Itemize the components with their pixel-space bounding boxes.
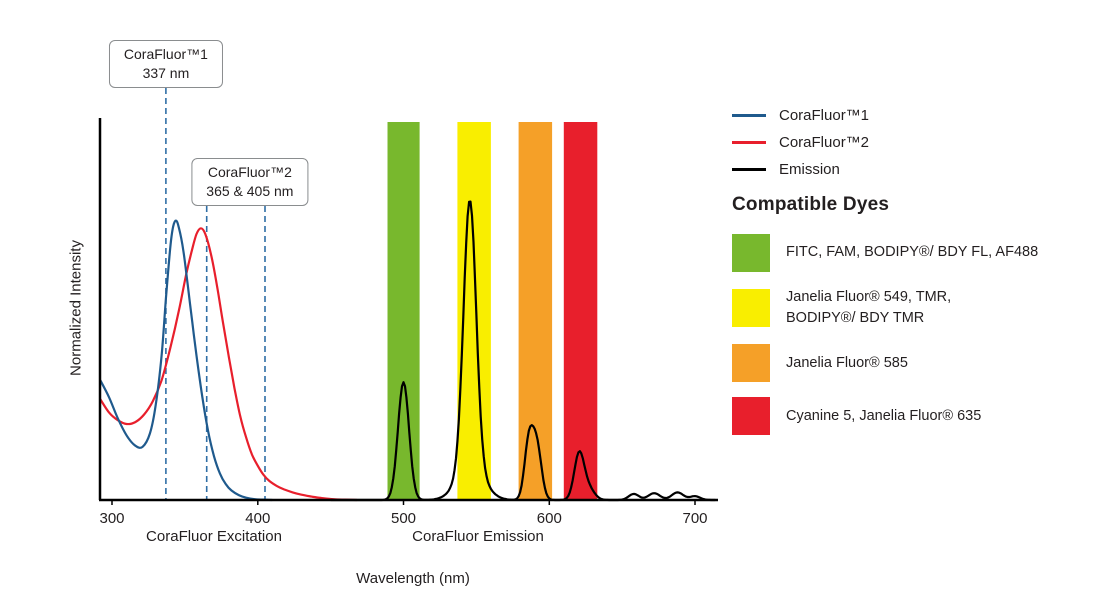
dye-swatch [732, 289, 770, 328]
x-tick-label-300: 300 [99, 510, 124, 527]
annotation-box-1: CoraFluor™1 337 nm [108, 40, 223, 88]
dye-item: Janelia Fluor® 585 [732, 344, 1106, 383]
x-axis-excitation-section-label: CoraFluor Excitation [146, 528, 282, 545]
dye-item: Cyanine 5, Janelia Fluor® 635 [732, 397, 1106, 436]
legend-label: CoraFluor™2 [779, 133, 870, 151]
dye-band-yellow [457, 122, 491, 499]
annotation-text-line: CoraFluor™2 [207, 164, 292, 180]
dye-item: Janelia Fluor® 549, TMR, BODIPY®/ BDY TM… [732, 287, 1106, 329]
dye-band-green [387, 122, 420, 499]
dye-band-orange [518, 122, 553, 499]
legend-line-sample [732, 113, 766, 117]
dye-label: Cyanine 5, Janelia Fluor® 635 [786, 407, 982, 424]
annotation-text-line: 365 & 405 nm [206, 182, 294, 199]
annotation-text-line: CoraFluor™1 [123, 46, 208, 62]
legend-label: Emission [779, 160, 840, 178]
legend-line-sample [732, 140, 766, 144]
curve-emission_peaks-emission [330, 200, 716, 502]
curve-excitation-corafluor-1 [99, 219, 273, 502]
legend-item: CoraFluor™1 [732, 106, 1106, 124]
x-tick-label-500: 500 [391, 510, 416, 527]
compatible-dyes-heading: Compatible Dyes [732, 194, 890, 215]
x-tick-label-700: 700 [682, 510, 707, 527]
dye-label: Janelia Fluor® 585 [786, 354, 908, 371]
dye-swatch [732, 397, 770, 436]
x-axis-label: Wavelength (nm) [356, 570, 470, 587]
x-tick-label-600: 600 [537, 510, 562, 527]
x-tick-label-400: 400 [245, 510, 270, 527]
dye-band-red [563, 122, 598, 499]
x-axis-emission-section-label: CoraFluor Emission [412, 528, 544, 545]
dye-label: Janelia Fluor® 549, TMR, BODIPY®/ BDY TM… [786, 289, 952, 327]
y-axis-label: Normalized Intensity [67, 240, 85, 376]
dye-label: FITC, FAM, BODIPY®/ BDY FL, AF488 [786, 244, 1039, 261]
legend-item: Emission [732, 160, 1106, 178]
dye-swatch [732, 344, 770, 383]
legend-line-sample [732, 167, 766, 171]
legend-item: CoraFluor™2 [732, 133, 1106, 151]
compatible-dyes-list: FITC, FAM, BODIPY®/ BDY FL, AF488 Janelia… [732, 234, 1106, 436]
dye-item: FITC, FAM, BODIPY®/ BDY FL, AF488 [732, 234, 1106, 272]
dye-swatch [732, 234, 770, 272]
annotation-box-2: CoraFluor™2 365 & 405 nm [191, 158, 309, 206]
curve-excitation-corafluor-2 [99, 227, 357, 502]
legend-panel: CoraFluor™1 CoraFluor™2 Emission Compatibl… [732, 106, 1106, 450]
legend-items: CoraFluor™1 CoraFluor™2 Emission [732, 106, 1106, 178]
annotation-text-line: 337 nm [142, 64, 190, 81]
legend-label: CoraFluor™1 [779, 106, 870, 124]
